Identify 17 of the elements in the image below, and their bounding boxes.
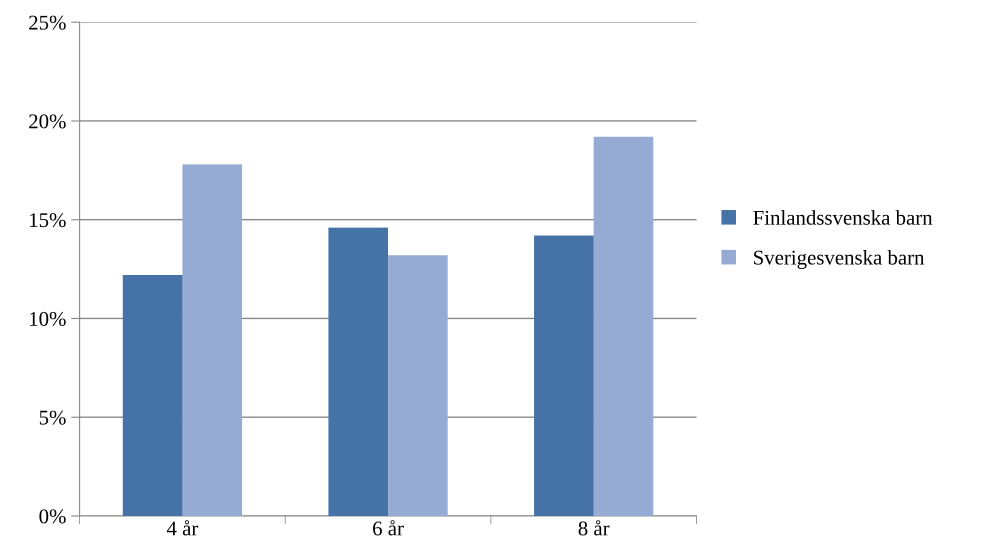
bar	[328, 228, 388, 516]
y-tick-label: 20%	[29, 114, 66, 128]
legend-label: Sverigesvenska barn	[754, 250, 924, 269]
bar	[182, 164, 242, 516]
y-tick-label: 5%	[40, 410, 66, 425]
y-tick-label: 10%	[30, 312, 66, 326]
bar	[594, 136, 654, 516]
y-tick-label: 15%	[30, 213, 66, 228]
legend-label: Finlandssvenska barn	[753, 210, 932, 225]
x-tick-label: 6 år	[373, 520, 404, 536]
bar	[122, 275, 182, 516]
bar	[388, 255, 448, 516]
bar	[534, 236, 594, 516]
y-tick-label: 25%	[29, 16, 66, 30]
x-tick-label: 4 år	[166, 520, 198, 536]
x-tick-label: 8 år	[578, 520, 610, 536]
y-tick-label: 0%	[39, 509, 66, 524]
